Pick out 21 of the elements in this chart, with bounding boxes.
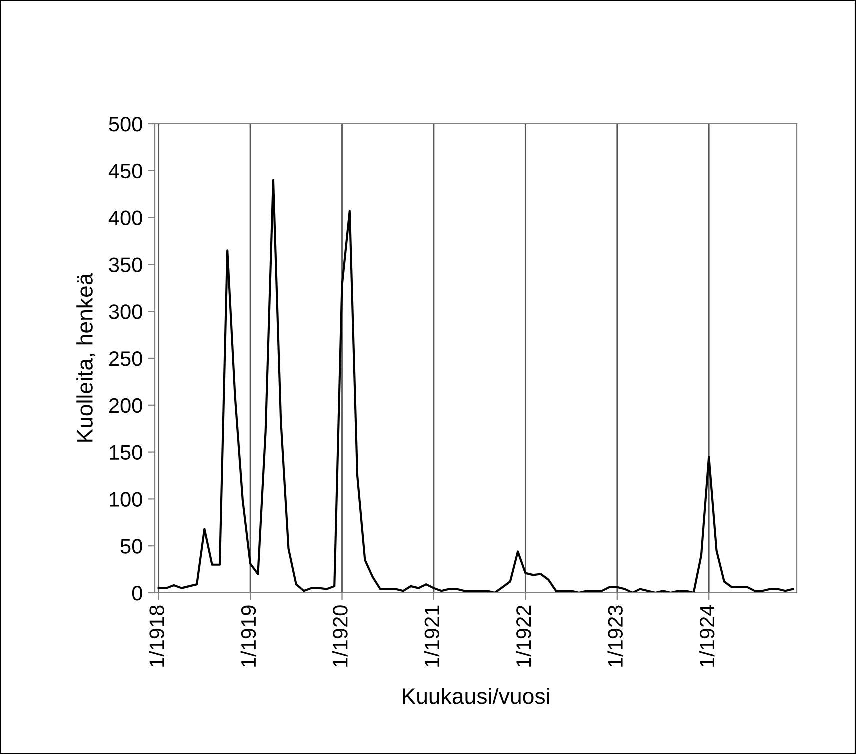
y-tick-label: 300	[109, 304, 142, 320]
y-tick-label: 200	[109, 398, 142, 414]
y-tick-label: 250	[109, 352, 142, 366]
x-tick-label: 1/1924	[699, 605, 715, 667]
y-tick-label: 50	[120, 539, 142, 554]
x-tick-label: 1/1918	[149, 606, 164, 667]
y-tick-label: 500	[109, 117, 142, 132]
y-axis-title: Kuolleita, henkeä	[76, 273, 96, 442]
y-tick-label: 100	[110, 492, 142, 507]
y-tick-label: 350	[109, 258, 142, 272]
y-tick-label: 150	[110, 445, 142, 460]
x-tick-label: 1/1922	[516, 606, 532, 667]
x-tick-label: 1/1923	[608, 606, 623, 667]
y-tick-label: 400	[108, 210, 142, 226]
x-axis-title: Kuukausi/vuosi	[403, 688, 550, 704]
y-tick-label: 0	[132, 586, 142, 601]
x-tick-label: 1/1920	[332, 606, 348, 667]
x-tick-label: 1/1921	[424, 606, 440, 667]
x-tick-label: 1/1919	[240, 606, 256, 667]
line-series	[158, 179, 794, 593]
y-tick-label: 450	[108, 164, 142, 179]
